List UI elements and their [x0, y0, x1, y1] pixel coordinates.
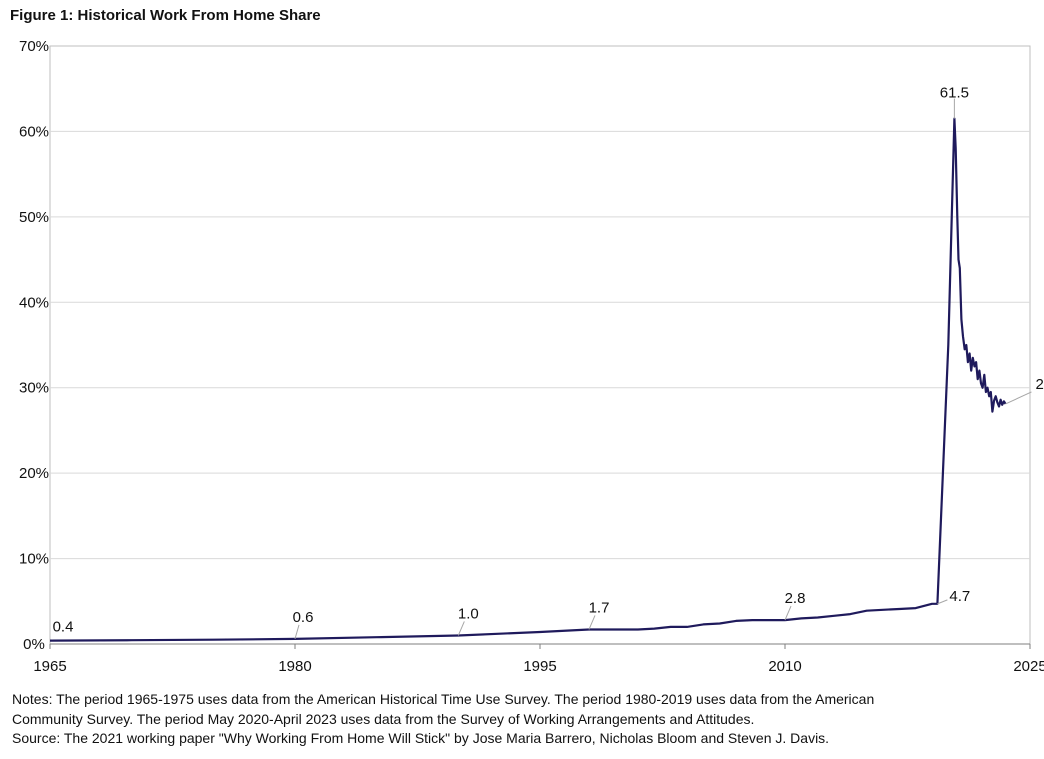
annotations: 0.4 0.6 1.0 1.7 2.8 4.7 61.5 28.1 — [53, 85, 1044, 640]
y-tick-label: 50% — [19, 209, 49, 226]
annotation-leader — [588, 615, 596, 630]
x-tick-label: 1995 — [523, 658, 556, 675]
x-tick-label: 2025 — [1013, 658, 1044, 675]
chart-notes: Notes: The period 1965-1975 uses data fr… — [12, 690, 1032, 749]
y-tick-label: 10% — [19, 551, 49, 568]
notes-line-2: Community Survey. The period May 2020-Ap… — [12, 710, 755, 727]
gridlines — [49, 45, 1031, 645]
annotation-leader — [1005, 391, 1032, 405]
y-tick-label: 40% — [19, 294, 49, 311]
data-label: 28.1 — [1036, 376, 1044, 393]
x-tick-label: 1965 — [33, 658, 66, 675]
y-tick-label: 60% — [19, 123, 49, 140]
data-label: 4.7 — [949, 588, 970, 605]
annotation-leader — [457, 621, 465, 636]
x-tick-label: 1980 — [278, 658, 311, 675]
notes-line-1: Notes: The period 1965-1975 uses data fr… — [12, 691, 875, 707]
figure-title: Figure 1: Historical Work From Home Shar… — [10, 7, 321, 24]
axes: 0% 10% 20% 30% 40% 50% 60% 70% 1965 1980 1995 2010 2… — [19, 38, 1044, 675]
data-label: 1.0 — [458, 605, 479, 622]
series-layer — [49, 117, 1007, 642]
annotation-leader — [937, 599, 948, 605]
y-tick-label: 70% — [19, 38, 49, 55]
plot-frame — [49, 45, 1031, 645]
annotation-leader — [294, 624, 300, 640]
x-tick-label: 2010 — [768, 658, 801, 675]
data-label: 1.7 — [589, 599, 610, 616]
data-label: 61.5 — [940, 85, 969, 102]
series-line — [49, 117, 1007, 642]
y-tick-label: 20% — [19, 465, 49, 482]
y-tick-label: 30% — [19, 380, 49, 397]
data-label: 2.8 — [785, 590, 806, 607]
data-label: 0.4 — [53, 619, 74, 636]
line-chart: 0% 10% 20% 30% 40% 50% 60% 70% 1965 1980 1995 2010 2… — [19, 38, 1044, 675]
data-label: 0.6 — [293, 609, 314, 626]
annotation-leader — [784, 605, 792, 621]
y-tick-label: 0% — [23, 636, 45, 653]
source-line: Source: The 2021 working paper "Why Work… — [12, 730, 830, 746]
